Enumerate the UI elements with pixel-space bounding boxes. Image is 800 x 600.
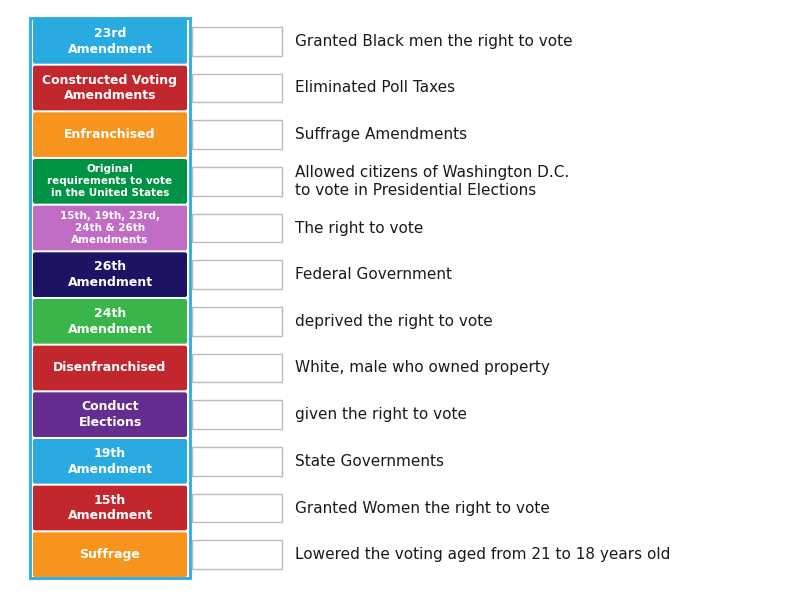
Bar (30, 18, 190, 578)
Text: given the right to vote: given the right to vote (295, 407, 467, 422)
Text: Conduct
Elections: Conduct Elections (78, 400, 142, 429)
Bar (192, 540, 282, 569)
Text: Original
requirements to vote
in the United States: Original requirements to vote in the Uni… (47, 164, 173, 199)
FancyBboxPatch shape (33, 485, 187, 530)
Text: 15th
Amendment: 15th Amendment (67, 494, 153, 522)
FancyBboxPatch shape (33, 19, 187, 64)
Bar (192, 307, 282, 336)
Text: 26th
Amendment: 26th Amendment (67, 260, 153, 289)
Bar (192, 400, 282, 429)
Text: Eliminated Poll Taxes: Eliminated Poll Taxes (295, 80, 455, 95)
Text: 24th
Amendment: 24th Amendment (67, 307, 153, 335)
Text: deprived the right to vote: deprived the right to vote (295, 314, 493, 329)
Text: Lowered the voting aged from 21 to 18 years old: Lowered the voting aged from 21 to 18 ye… (295, 547, 670, 562)
Text: State Governments: State Governments (295, 454, 444, 469)
Bar (192, 353, 282, 382)
Bar (192, 167, 282, 196)
FancyBboxPatch shape (33, 206, 187, 250)
Text: Suffrage: Suffrage (79, 548, 141, 561)
FancyBboxPatch shape (33, 439, 187, 484)
Bar (192, 214, 282, 242)
FancyBboxPatch shape (33, 392, 187, 437)
Bar (192, 447, 282, 476)
Text: White, male who owned property: White, male who owned property (295, 361, 550, 376)
FancyBboxPatch shape (33, 159, 187, 203)
Text: Constructed Voting
Amendments: Constructed Voting Amendments (42, 74, 178, 102)
Text: Enfranchised: Enfranchised (64, 128, 156, 141)
FancyBboxPatch shape (33, 346, 187, 391)
Text: 19th
Amendment: 19th Amendment (67, 447, 153, 476)
Bar (192, 74, 282, 103)
Bar (192, 120, 282, 149)
Text: Federal Government: Federal Government (295, 267, 452, 282)
Text: The right to vote: The right to vote (295, 220, 423, 235)
Text: Granted Black men the right to vote: Granted Black men the right to vote (295, 34, 573, 49)
Text: 23rd
Amendment: 23rd Amendment (67, 27, 153, 56)
Text: Suffrage Amendments: Suffrage Amendments (295, 127, 467, 142)
Text: Granted Women the right to vote: Granted Women the right to vote (295, 500, 550, 515)
Text: Allowed citizens of Washington D.C.
to vote in Presidential Elections: Allowed citizens of Washington D.C. to v… (295, 164, 570, 198)
Bar (192, 260, 282, 289)
FancyBboxPatch shape (33, 253, 187, 297)
Text: 15th, 19th, 23rd,
24th & 26th
Amendments: 15th, 19th, 23rd, 24th & 26th Amendments (60, 211, 160, 245)
FancyBboxPatch shape (33, 112, 187, 157)
Text: Disenfranchised: Disenfranchised (54, 361, 166, 374)
FancyBboxPatch shape (33, 532, 187, 577)
FancyBboxPatch shape (33, 65, 187, 110)
FancyBboxPatch shape (33, 299, 187, 344)
Bar (192, 27, 282, 56)
Bar (192, 494, 282, 523)
